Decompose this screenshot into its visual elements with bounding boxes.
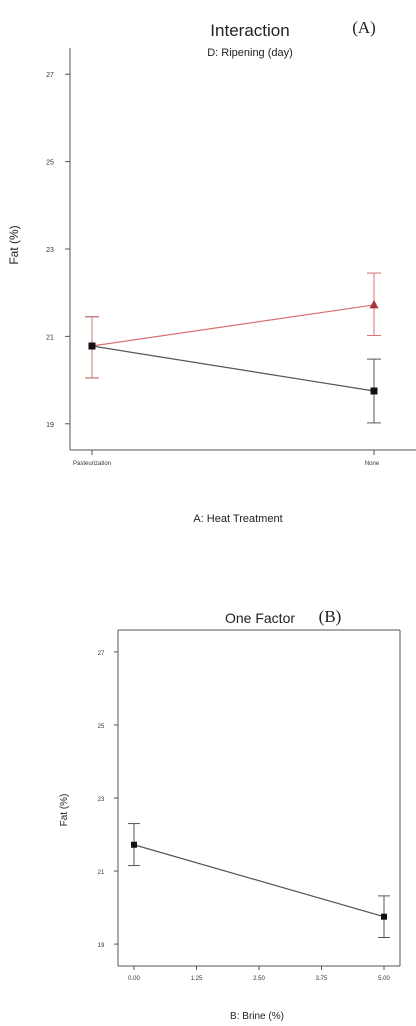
- panel-b-x-tick-label: 1.25: [191, 976, 203, 982]
- panel-a-label: (A): [352, 18, 376, 37]
- panel-a-x-tick-label: None: [365, 461, 380, 467]
- panel-a-x-ticks: Pasteurization None: [73, 450, 380, 467]
- panel-b-y-tick-label: 27: [98, 651, 105, 657]
- panel-a-xlabel: A: Heat Treatment: [193, 513, 282, 525]
- panel-a-point-square: [88, 342, 96, 350]
- panel-a-point-square: [370, 387, 378, 395]
- panel-b-marks: [128, 823, 390, 939]
- panel-a-title: Interaction: [210, 21, 289, 40]
- panel-a-y-ticks: 19 21 23 25 27: [46, 72, 70, 429]
- panel-b-y-tick-label: 21: [98, 870, 105, 876]
- panel-a-x-tick-label: Pasteurization: [73, 461, 111, 467]
- panel-b-x-tick-label: 3.75: [316, 976, 328, 982]
- panel-b-one-factor: One Factor (B) Fat (%) B: Brine (%) 19 21…: [59, 607, 401, 1022]
- panel-b-title: One Factor: [225, 610, 295, 626]
- panel-b-y-ticks: 19 21 23 25 27: [98, 651, 118, 949]
- panel-a-y-tick-label: 21: [46, 334, 54, 341]
- panel-b-series-line: [133, 844, 385, 918]
- panel-b-x-ticks: 0.00 1.25 2.50 3.75 5.00: [128, 966, 390, 982]
- panel-b-y-tick-label: 25: [98, 724, 105, 730]
- panel-a-interaction: Interaction (A) D: Ripening (day) Fat (%…: [7, 18, 416, 525]
- panel-a-marks: [85, 272, 381, 424]
- panel-a-y-tick-label: 23: [46, 247, 54, 254]
- panel-a-y-tick-label: 19: [46, 422, 54, 429]
- panel-a-ylabel: Fat (%): [7, 225, 21, 264]
- panel-a-point-triangle: [369, 299, 379, 309]
- panel-b-x-tick-label: 2.50: [253, 976, 265, 982]
- panel-b-x-tick-label: 0.00: [128, 976, 140, 982]
- panel-b-ylabel: Fat (%): [59, 794, 70, 827]
- panel-b-x-tick-label: 5.00: [378, 976, 390, 982]
- panel-a-y-tick-label: 27: [46, 72, 54, 79]
- panel-a-y-tick-label: 25: [46, 160, 54, 167]
- panel-b-y-tick-label: 23: [98, 797, 105, 803]
- panel-b-xlabel: B: Brine (%): [230, 1011, 284, 1022]
- panel-b-y-tick-label: 19: [98, 943, 105, 949]
- panel-b-label: (B): [319, 607, 342, 626]
- panel-a-series-line: [91, 345, 375, 392]
- panel-b-point-square: [131, 841, 137, 848]
- panel-a-subtitle: D: Ripening (day): [207, 47, 293, 59]
- panel-a-series-line: [91, 304, 375, 347]
- panel-b-point-square: [381, 913, 387, 920]
